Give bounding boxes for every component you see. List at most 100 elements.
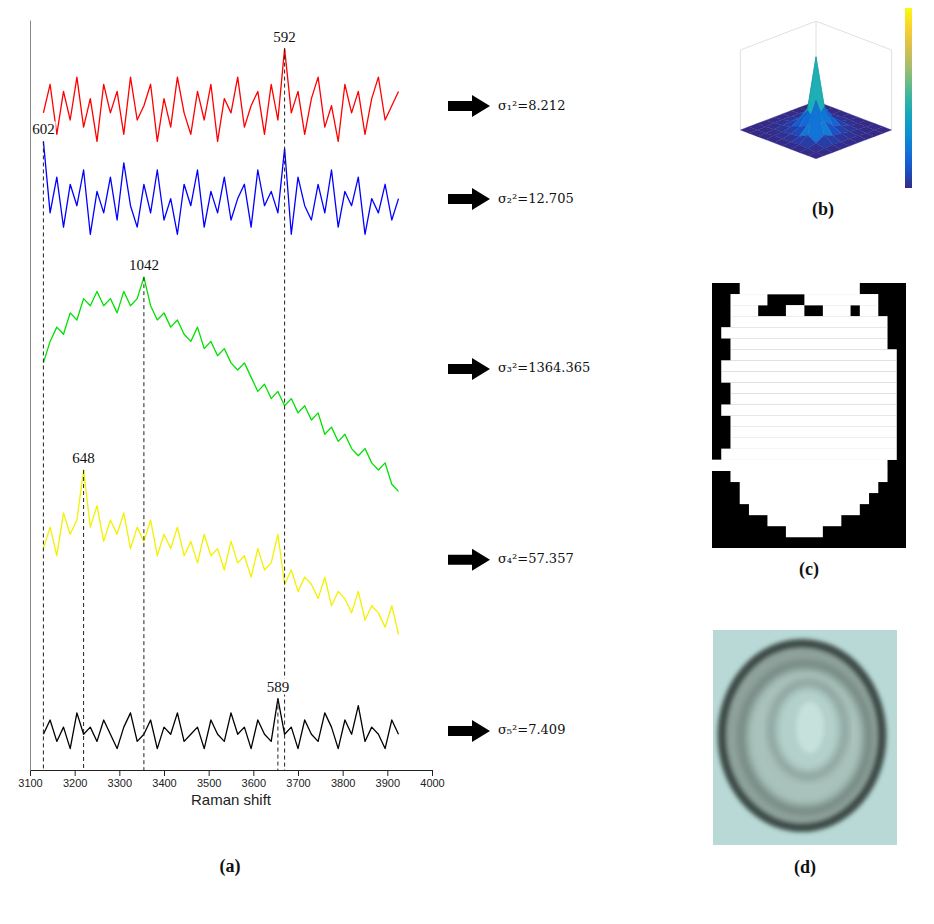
x-tick-label: 4000 <box>420 777 444 789</box>
panel-label: (d) <box>794 857 816 878</box>
panel-label: (b) <box>812 199 834 220</box>
x-tick-label: 3200 <box>63 777 87 789</box>
mask-cell <box>749 504 860 515</box>
mask-cell <box>786 526 823 537</box>
x-tick-label: 3800 <box>331 777 355 789</box>
mask-cell <box>730 294 767 305</box>
figure: 3100 3200 3300 3400 3500 3600 3700 3800 3900 4000… <box>0 0 934 924</box>
peak-label: 589 <box>267 679 290 695</box>
variance-label: σ₅²=7.409 <box>498 722 565 737</box>
mask-cell <box>786 305 804 316</box>
peak-label-patch <box>31 121 56 137</box>
arrow <box>448 188 490 210</box>
mask-cell <box>721 371 897 382</box>
micrograph-background <box>713 630 897 845</box>
cell-wall <box>722 644 882 828</box>
arrow <box>448 358 490 380</box>
x-tick-label: 3700 <box>286 777 310 789</box>
variance-label: σ₃²=1364.365 <box>498 360 590 375</box>
mask-background <box>712 283 906 548</box>
arrow <box>448 95 490 117</box>
x-axis-line <box>31 770 433 771</box>
peak-line <box>284 49 285 770</box>
mask-cell <box>804 294 878 305</box>
mask-cell <box>721 449 897 460</box>
panel-label: (c) <box>799 559 819 580</box>
mask-cell <box>740 283 860 294</box>
x-tick: 3900 <box>376 770 400 789</box>
peak-label-patch <box>266 679 291 695</box>
x-tick: 3200 <box>63 770 87 789</box>
mask-cell <box>721 360 897 371</box>
peak-label: 648 <box>72 450 95 466</box>
spectrum-line <box>43 470 398 634</box>
variance-label: σ₄²=57.357 <box>498 551 574 566</box>
mask-cell <box>721 327 887 338</box>
mask-cell <box>740 482 879 493</box>
mask-cell <box>712 460 888 471</box>
x-tick-mark <box>343 770 344 776</box>
x-tick-label: 3900 <box>376 777 400 789</box>
x-tick-mark <box>119 770 120 776</box>
x-tick: 4000 <box>420 770 444 789</box>
peak-label: 592 <box>273 29 296 45</box>
spectrum-line <box>43 699 398 749</box>
micrograph <box>713 630 897 845</box>
mask-cell <box>860 305 878 316</box>
variance-label: σ₂²=12.705 <box>498 191 574 206</box>
mask-cell <box>730 349 896 360</box>
x-tick-mark <box>75 770 76 776</box>
x-tick: 3400 <box>152 770 176 789</box>
spectrum-line <box>43 49 398 142</box>
spectrum-line <box>43 277 398 491</box>
peak-label-patch <box>71 450 96 466</box>
peak-label-patch <box>272 29 297 45</box>
x-axis: 3100 3200 3300 3400 3500 3600 3700 3800 3900 4000 <box>18 770 444 789</box>
mask-cell <box>740 493 869 504</box>
peak-line <box>277 699 278 770</box>
x-tick-label: 3100 <box>18 777 42 789</box>
peak-label: 1042 <box>129 257 159 273</box>
x-tick-label: 3600 <box>242 777 266 789</box>
x-tick-mark <box>30 770 31 776</box>
surface-cell <box>808 152 825 158</box>
x-tick: 3500 <box>197 770 221 789</box>
arrow <box>448 720 490 742</box>
x-tick-mark <box>164 770 165 776</box>
x-tick-mark <box>209 770 210 776</box>
surface-cell <box>808 101 825 143</box>
x-tick-label: 3300 <box>108 777 132 789</box>
mask-cell <box>730 305 758 316</box>
mask-cell <box>730 416 896 427</box>
variance-label: σ₁²=8.212 <box>498 98 565 113</box>
arrow <box>448 549 490 571</box>
x-tick: 3100 <box>18 770 42 789</box>
panel-label: (a) <box>220 856 241 877</box>
mask-cell <box>730 427 896 438</box>
mask-cell <box>767 515 841 526</box>
peak-label-patch <box>128 257 160 273</box>
peak-line <box>43 141 44 770</box>
mask-cell <box>730 393 896 404</box>
mask-cell <box>730 316 887 327</box>
x-tick: 3300 <box>108 770 132 789</box>
x-tick-mark <box>253 770 254 776</box>
mask-cell <box>730 382 896 393</box>
colorbar <box>905 8 912 188</box>
x-tick-label: 3500 <box>197 777 221 789</box>
cell-nucleus <box>796 702 824 754</box>
plot-area <box>43 49 398 770</box>
peak-label: 602 <box>32 121 55 137</box>
mask-cell <box>721 404 897 415</box>
spectrum-line <box>43 141 398 234</box>
surface-plot <box>740 8 912 188</box>
x-tick-mark <box>387 770 388 776</box>
y-axis <box>30 21 31 771</box>
x-tick-mark <box>432 770 433 776</box>
peak-line <box>143 277 144 770</box>
mask-cell <box>730 338 887 349</box>
annotations: 592 602 1042 648 589 σ₁²=8.212 σ₂²=12.705 σ₃²=1… <box>31 29 590 877</box>
x-tick: 3600 <box>242 770 266 789</box>
x-tick-label: 3400 <box>152 777 176 789</box>
x-tick: 3800 <box>331 770 355 789</box>
